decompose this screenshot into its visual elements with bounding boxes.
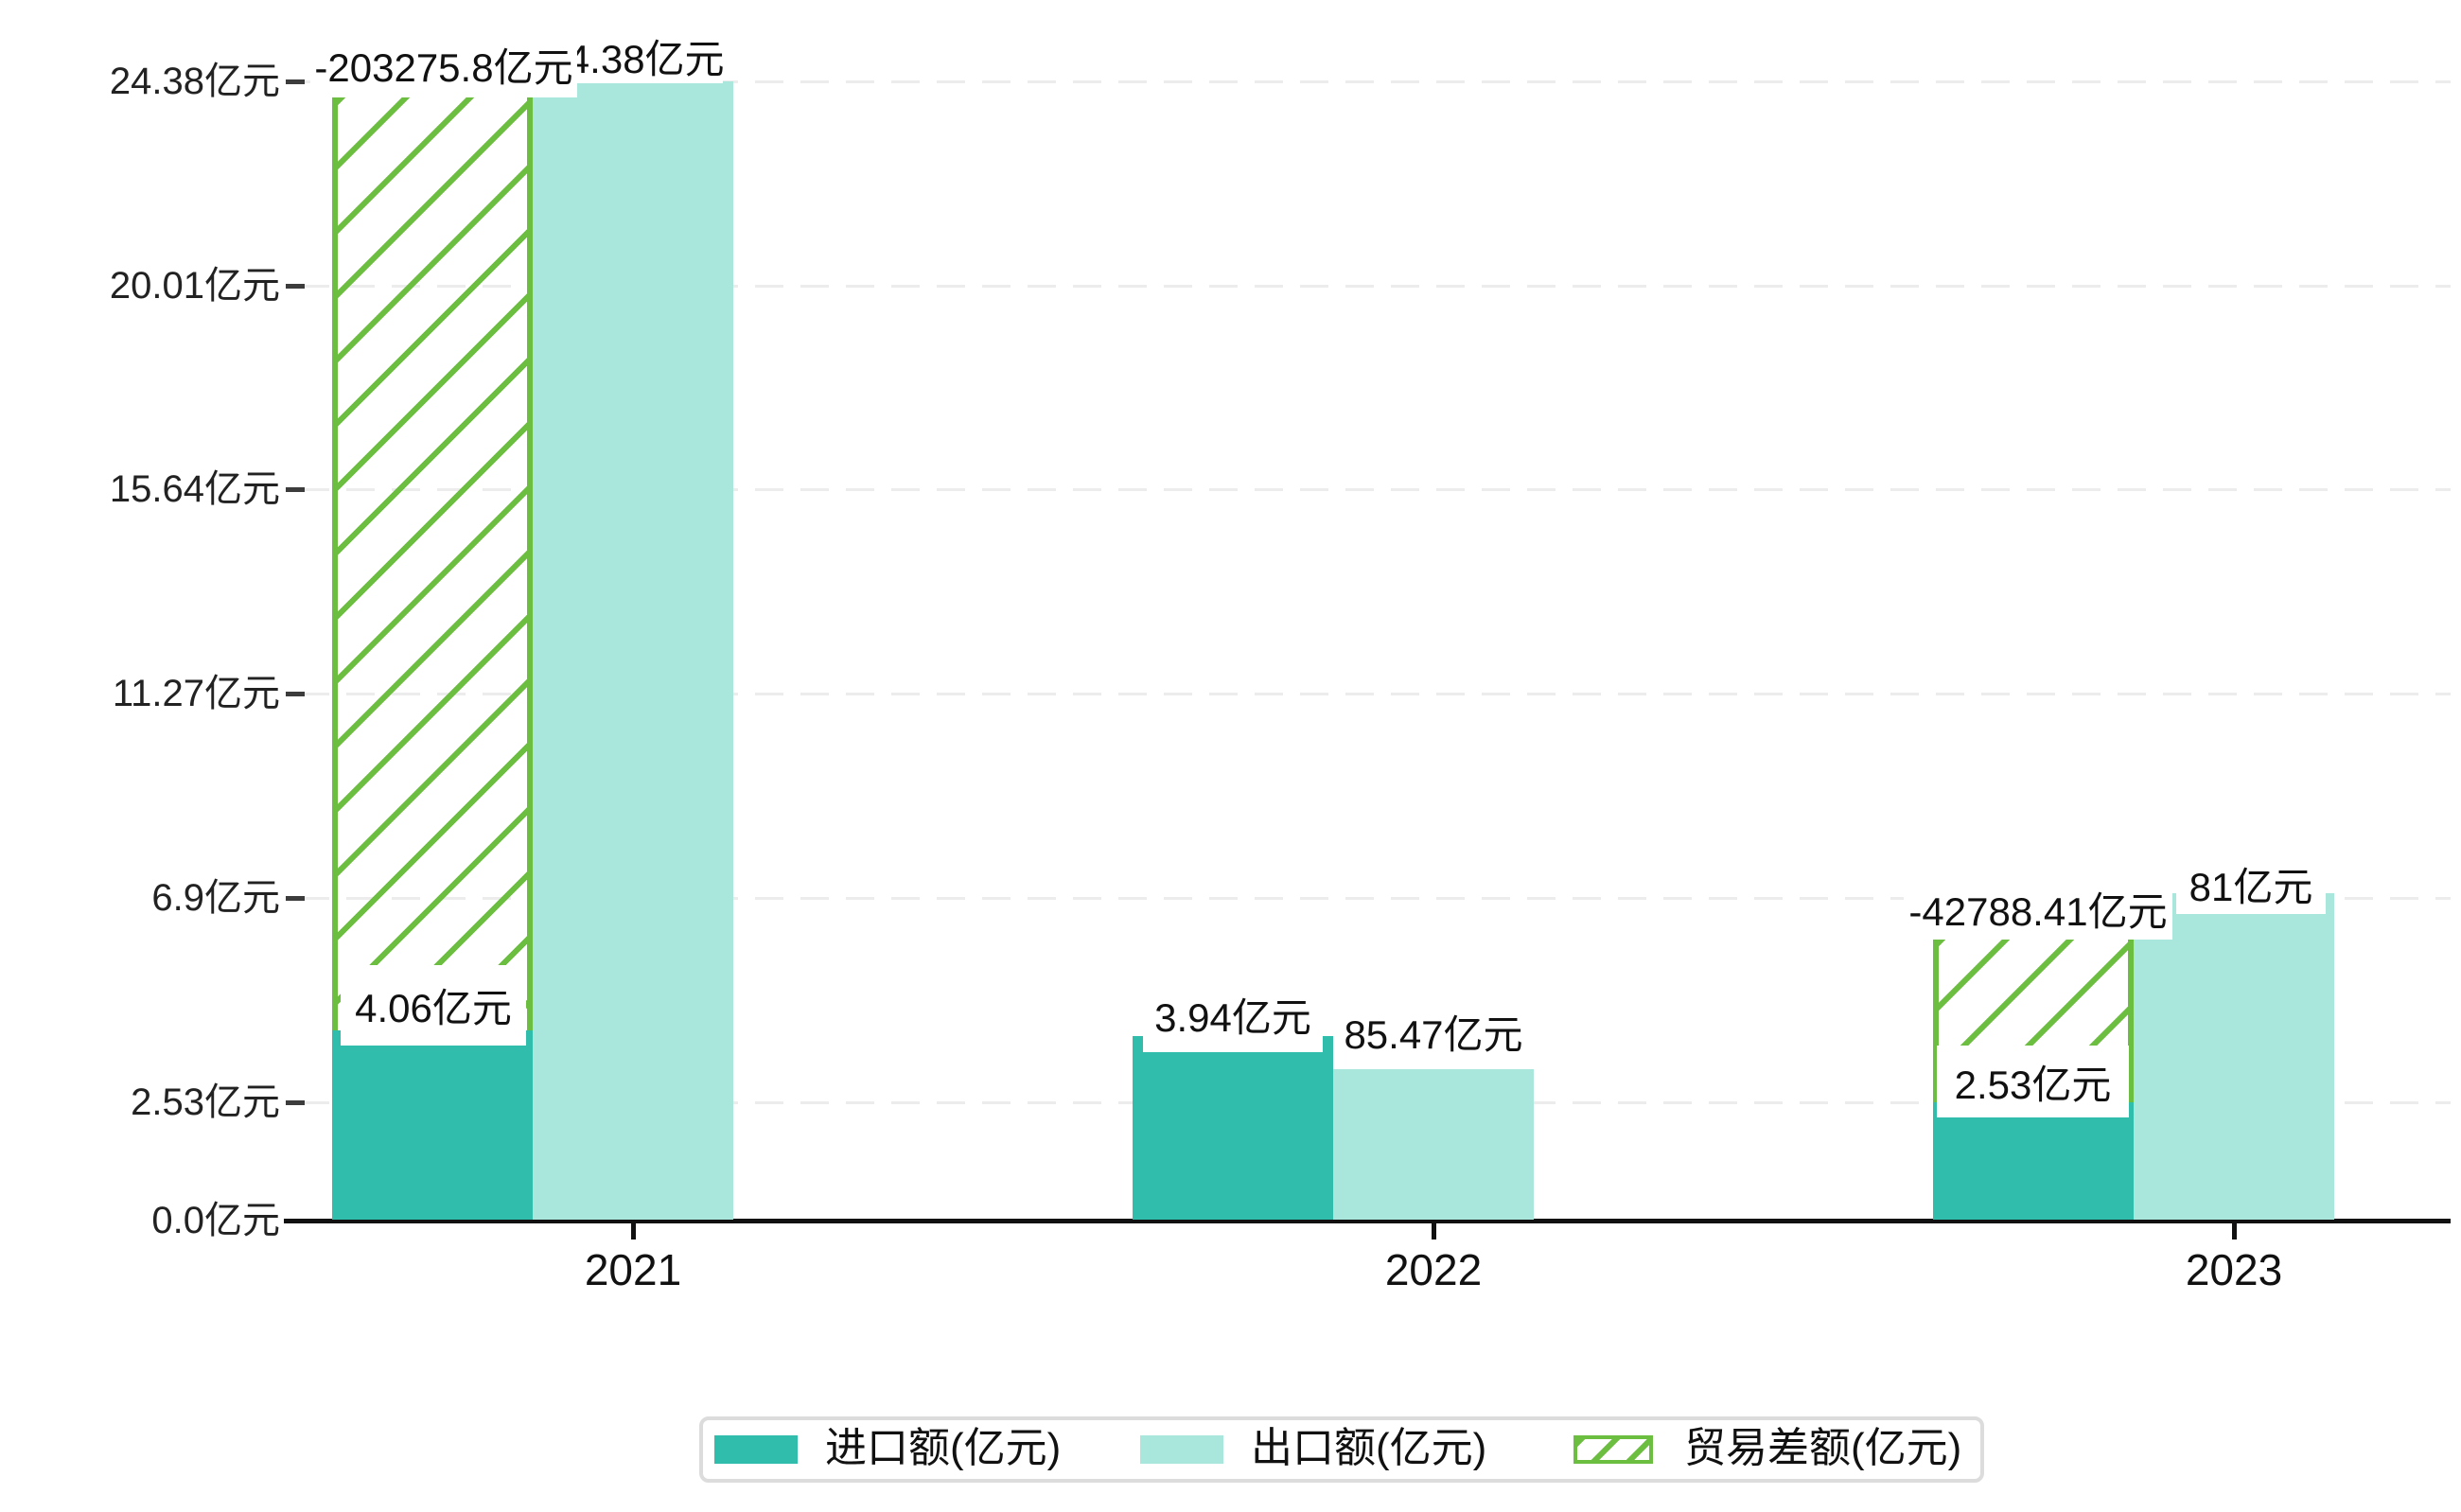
data-label-import-2023: 2.53亿元: [1937, 1046, 2129, 1117]
data-label-balance-2021: -203275.8亿元: [310, 31, 577, 97]
x-tick-label-2023: 2023: [2185, 1245, 2283, 1294]
legend-swatch-import[interactable]: [714, 1435, 798, 1464]
data-label-import-2022: 3.94亿元: [1143, 976, 1323, 1052]
x-tick-label-2021: 2021: [584, 1245, 682, 1294]
y-tick-label: 11.27亿元: [112, 673, 280, 714]
legend-label-export[interactable]: 出口额(亿元): [1251, 1425, 1487, 1471]
gridline: [301, 897, 2451, 900]
y-tick-label: 2.53亿元: [131, 1081, 280, 1123]
x-tick-mark: [1432, 1223, 1436, 1239]
legend-label-import[interactable]: 进口额(亿元): [825, 1425, 1062, 1471]
legend: [699, 1416, 1984, 1483]
y-tick-label: 6.9亿元: [151, 877, 280, 919]
data-label-balance-2023: -42788.41亿元: [1904, 878, 2172, 940]
y-tick-mark: [286, 692, 305, 696]
y-tick-label: 0.0亿元: [151, 1200, 280, 1241]
bar-import-2022[interactable]: [1133, 1036, 1333, 1220]
legend-swatch-balance[interactable]: [1573, 1435, 1653, 1464]
gridline: [301, 488, 2451, 491]
y-tick-mark: [286, 284, 305, 289]
y-tick-label: 24.38亿元: [109, 61, 280, 102]
gridline: [301, 285, 2451, 288]
x-tick-mark: [2232, 1223, 2237, 1239]
y-tick-mark: [286, 896, 305, 901]
y-tick-mark: [286, 1100, 305, 1105]
y-tick-mark: [286, 79, 305, 84]
x-axis-line: [284, 1219, 2451, 1223]
data-label-import-2021: 4.06亿元: [341, 965, 526, 1046]
bar-export-2023[interactable]: [2134, 893, 2334, 1220]
data-label-export-2023: 81亿元: [2176, 854, 2326, 914]
x-tick-label-2022: 2022: [1384, 1245, 1483, 1294]
bar-import-2021[interactable]: [332, 1030, 533, 1220]
bar-export-2022[interactable]: [1333, 1069, 1534, 1220]
bar-balance-2021[interactable]: [332, 97, 533, 1030]
x-tick-mark: [631, 1223, 636, 1239]
legend-label-balance[interactable]: 贸易差额(亿元): [1684, 1425, 1962, 1471]
bar-export-2021[interactable]: [533, 81, 733, 1220]
gridline: [301, 80, 2451, 83]
legend-swatch-export[interactable]: [1140, 1435, 1223, 1464]
gridline: [301, 693, 2451, 695]
data-label-export-2022: 85.47亿元: [1336, 1005, 1531, 1058]
bar-import-2023[interactable]: [1933, 1102, 2134, 1220]
y-tick-label: 15.64亿元: [109, 468, 280, 510]
y-tick-mark: [286, 487, 305, 492]
y-tick-label: 20.01亿元: [109, 265, 280, 307]
